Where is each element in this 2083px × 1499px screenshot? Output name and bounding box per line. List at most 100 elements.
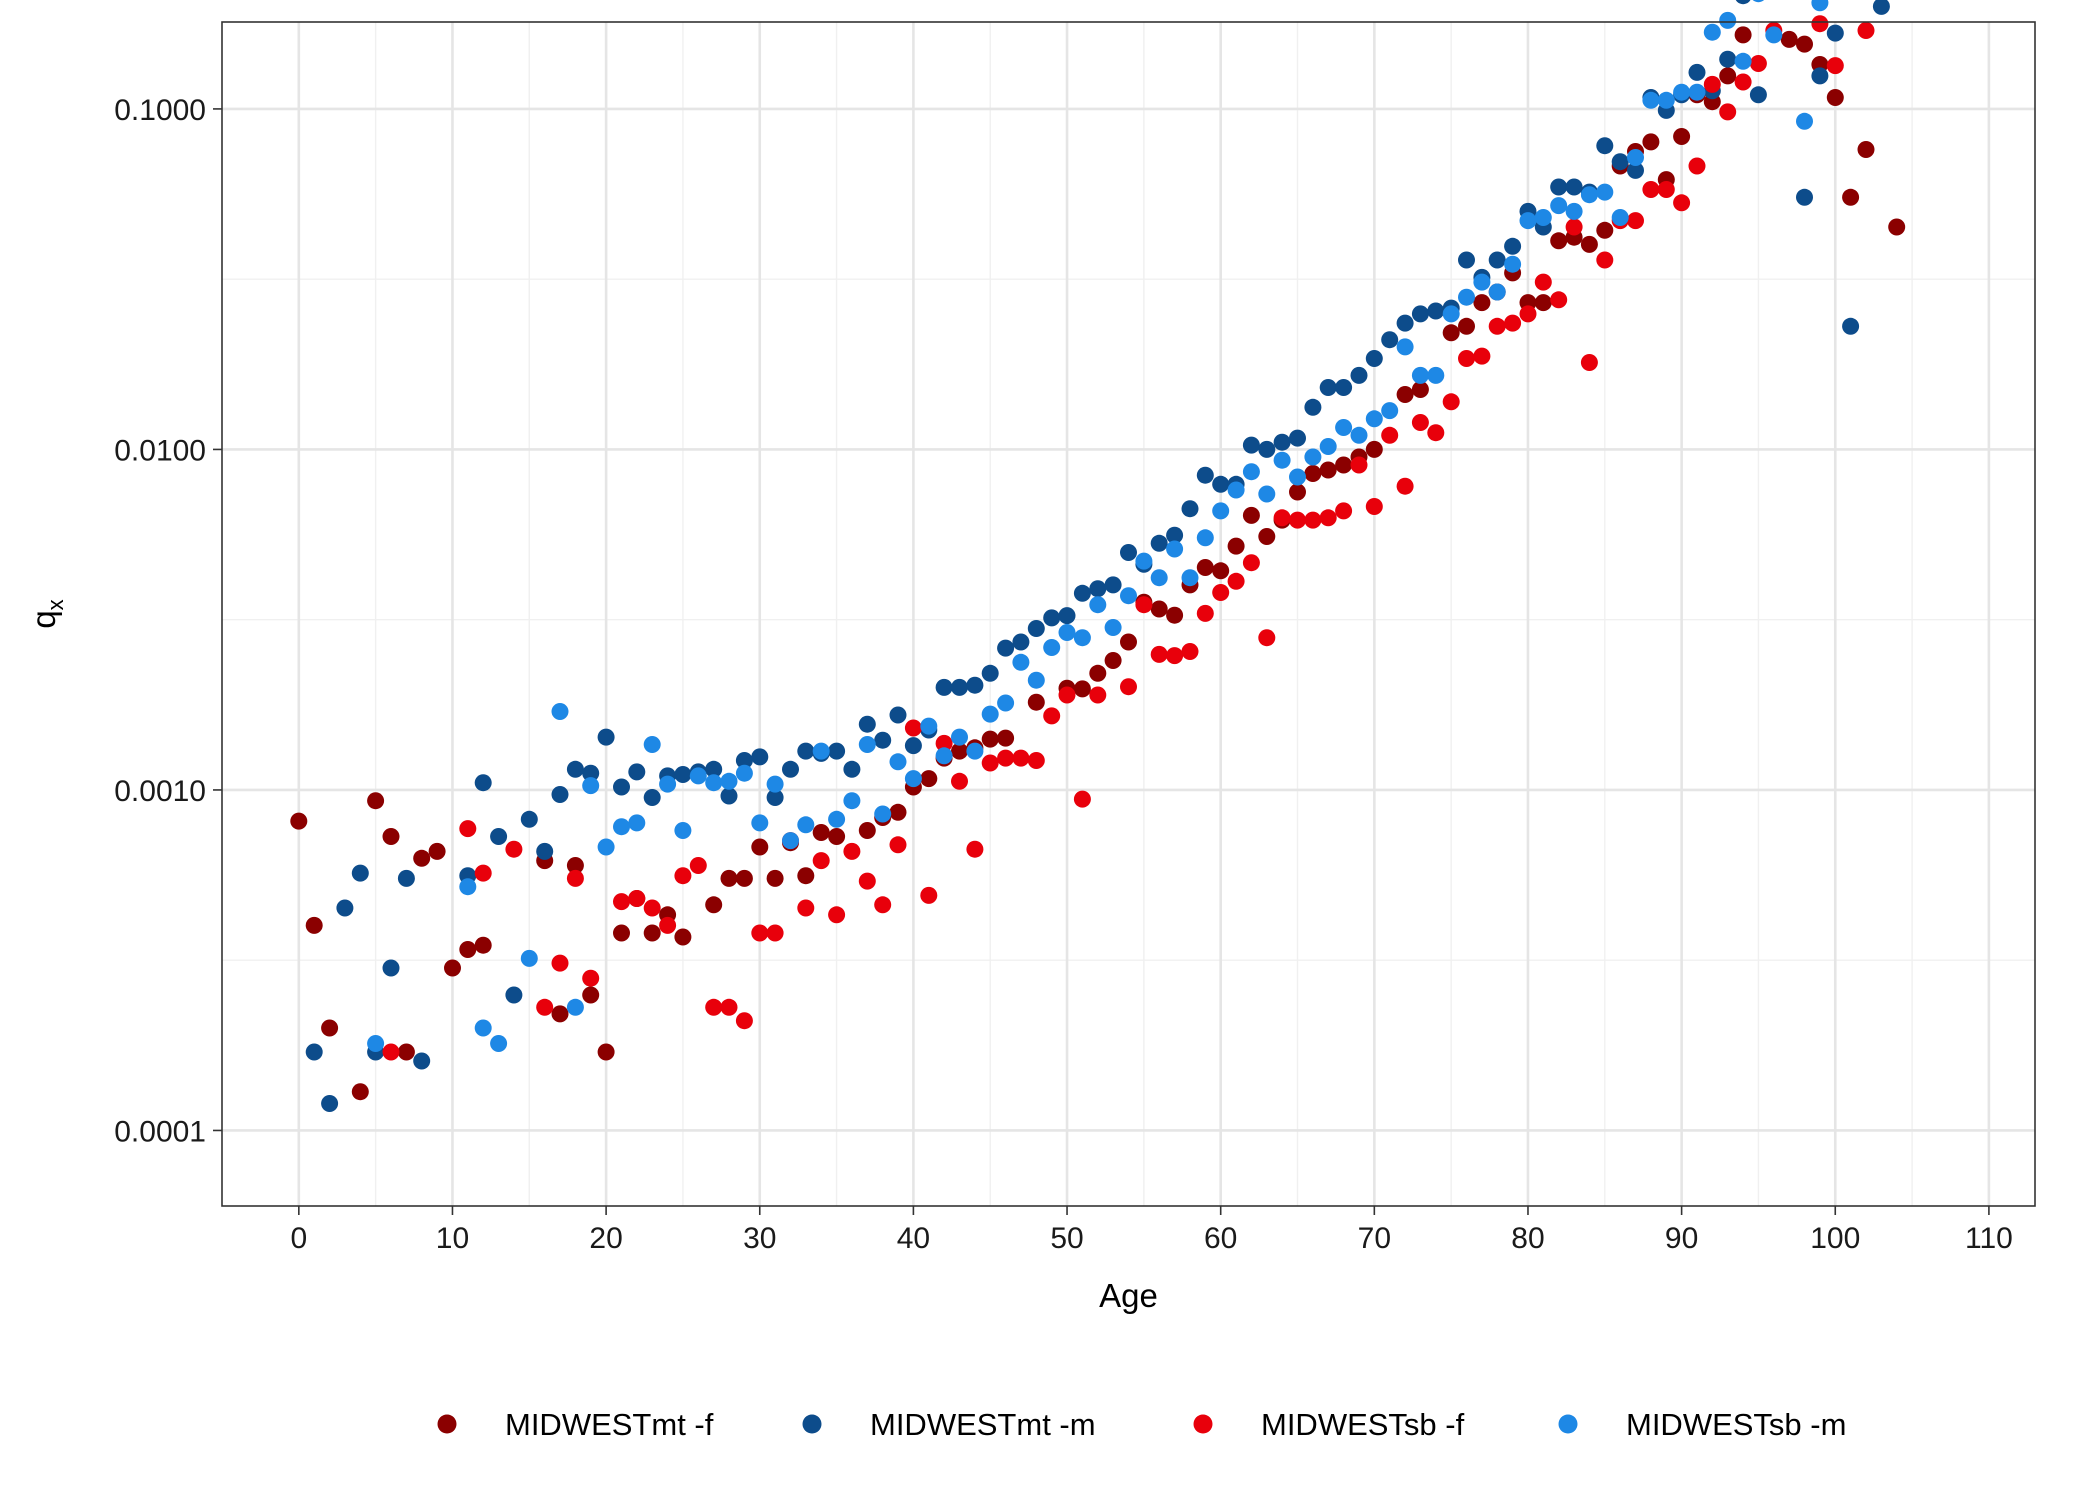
data-point-series-2 (1304, 398, 1322, 416)
data-point-series-4 (643, 736, 661, 753)
data-point-series-4 (797, 816, 815, 834)
data-point-series-1 (1857, 141, 1875, 158)
data-point-series-1 (735, 869, 753, 887)
data-point-series-4 (1534, 209, 1552, 226)
data-point-series-4 (766, 775, 784, 793)
x-tick-label: 70 (1358, 1222, 1391, 1255)
data-point-series-4 (935, 747, 953, 765)
data-point-series-2 (1627, 161, 1644, 179)
data-point-series-2 (1212, 475, 1230, 493)
data-point-series-1 (828, 828, 846, 845)
data-point-series-4 (1027, 671, 1045, 689)
data-point-series-1 (1365, 440, 1383, 458)
y-tick-label: 0.0001 (114, 1115, 206, 1148)
data-point-series-2 (413, 1052, 431, 1070)
data-point-series-1 (920, 770, 938, 788)
data-point-series-4 (1596, 183, 1614, 201)
data-point-series-2 (858, 715, 876, 733)
data-point-series-3 (1335, 502, 1353, 520)
data-point-series-4 (1473, 273, 1491, 291)
data-point-series-1 (1258, 528, 1276, 545)
data-point-series-4 (1289, 468, 1306, 486)
data-point-series-4 (981, 705, 999, 723)
data-point-series-2 (536, 842, 554, 860)
data-point-series-1 (1411, 381, 1429, 398)
data-point-series-1 (1550, 232, 1568, 250)
data-point-series-1 (1888, 218, 1906, 236)
data-point-series-2 (1242, 436, 1260, 454)
data-point-series-3 (1212, 584, 1230, 601)
data-point-series-3 (566, 869, 584, 887)
data-point-series-2 (766, 789, 784, 806)
data-point-series-2 (1872, 0, 1890, 15)
data-point-series-3 (797, 899, 815, 917)
data-point-series-1 (1335, 456, 1353, 474)
data-point-series-2 (628, 763, 646, 781)
data-point-series-1 (1027, 693, 1045, 711)
data-point-series-3 (935, 734, 953, 752)
data-point-series-4 (1734, 52, 1752, 70)
data-point-series-4 (1350, 426, 1368, 444)
data-point-series-2 (1611, 153, 1629, 171)
data-point-series-3 (1673, 194, 1691, 212)
data-point-series-4 (720, 772, 738, 790)
data-point-series-3 (951, 772, 968, 790)
data-point-series-4 (1611, 209, 1629, 226)
data-point-series-4 (1396, 338, 1414, 356)
data-point-series-2 (935, 678, 953, 696)
data-point-series-3 (1488, 317, 1506, 335)
y-axis-title-subscript: x (43, 599, 68, 610)
y-tick-label: 0.0010 (114, 775, 206, 808)
data-point-series-2 (1735, 0, 1751, 5)
data-point-series-3 (751, 924, 769, 942)
panel-border (221, 21, 2036, 1207)
data-point-series-2 (1411, 305, 1429, 323)
data-point-series-4 (689, 767, 707, 785)
data-point-series-4 (1442, 305, 1460, 323)
y-tick-label: 0.1000 (114, 94, 206, 127)
data-point-series-2 (582, 764, 600, 782)
data-point-series-1 (1473, 294, 1491, 312)
data-point-series-2 (1350, 366, 1368, 384)
data-point-series-4 (782, 832, 799, 850)
data-point-series-3 (459, 820, 477, 838)
x-tick-label: 10 (436, 1222, 469, 1255)
data-point-series-2 (474, 774, 492, 792)
data-point-series-1 (766, 869, 784, 887)
data-point-series-4 (1719, 11, 1737, 29)
data-point-series-4 (1335, 419, 1353, 436)
data-point-series-4 (1273, 451, 1291, 469)
data-point-series-3 (1365, 498, 1383, 515)
data-point-series-2 (305, 1043, 323, 1061)
data-point-series-2 (1749, 86, 1767, 104)
data-point-series-2 (1381, 331, 1399, 349)
data-point-series-2 (1012, 633, 1030, 651)
data-point-series-3 (474, 864, 492, 882)
data-point-series-1 (1150, 600, 1168, 618)
data-point-series-1 (1073, 680, 1091, 698)
x-tick-label: 110 (1965, 1222, 2013, 1255)
data-point-series-2 (966, 676, 984, 694)
data-point-series-4 (904, 770, 922, 788)
data-point-series-1 (1596, 221, 1614, 239)
data-point-series-4 (1196, 529, 1214, 547)
data-point-series-2 (1488, 251, 1506, 269)
data-point-series-4 (1089, 596, 1107, 614)
data-point-series-3 (766, 924, 784, 942)
data-point-series-4 (1166, 540, 1184, 558)
data-point-series-1 (812, 824, 830, 841)
data-point-series-4 (1811, 0, 1829, 12)
legend: MIDWESTmt -f MIDWESTmt -m MIDWESTsb -f MIDW… (437, 1407, 1846, 1442)
data-point-series-2 (1504, 237, 1522, 255)
data-point-series-1 (1580, 235, 1598, 253)
data-point-series-1 (1289, 483, 1306, 501)
data-point-series-1 (290, 812, 308, 830)
data-point-series-2 (705, 760, 723, 778)
data-point-series-2 (735, 752, 753, 769)
x-tick-label: 0 (290, 1222, 307, 1255)
data-point-series-1 (858, 822, 876, 839)
data-point-series-2 (643, 789, 661, 806)
data-point-series-4 (1381, 402, 1399, 420)
